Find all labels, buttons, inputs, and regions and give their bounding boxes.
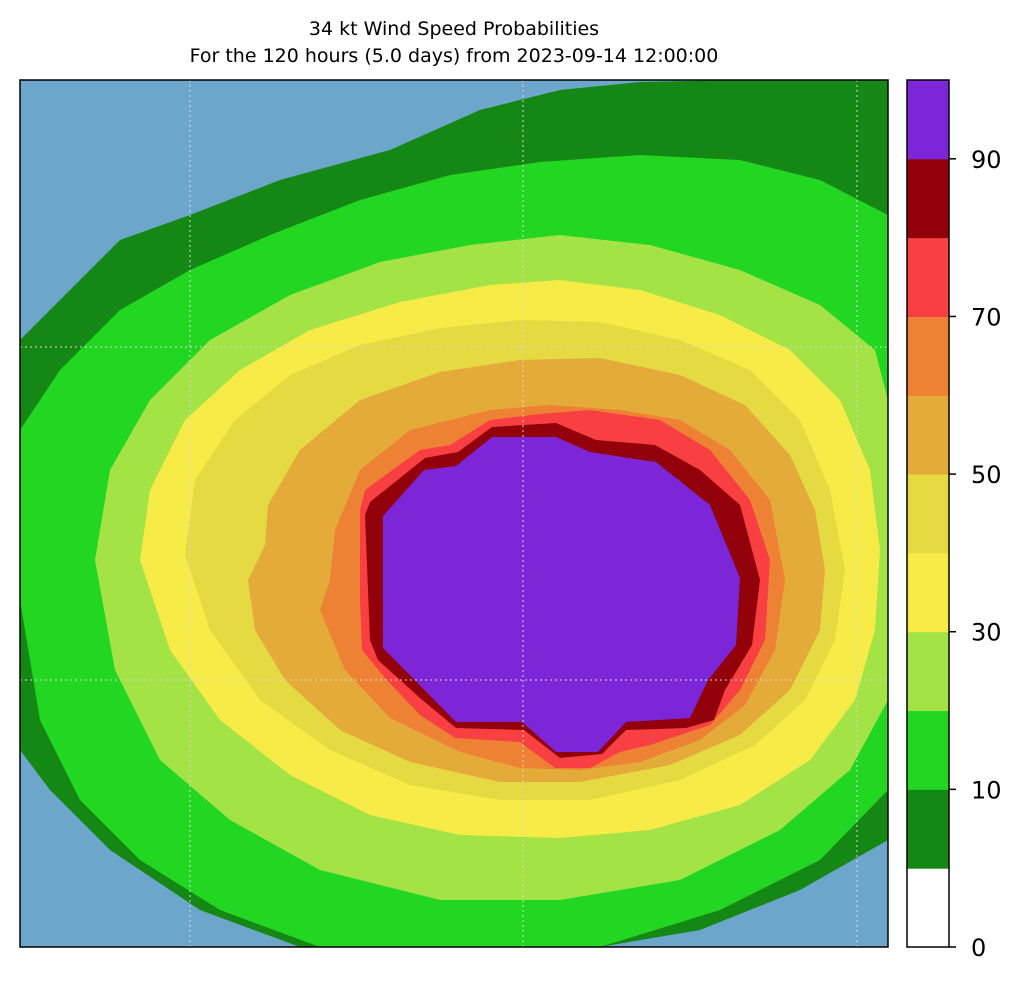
contour-band-95-100 (383, 437, 740, 752)
colorbar-tick-label-30: 30 (971, 619, 1002, 647)
plot-frame (19, 79, 889, 948)
colorbar: 0 10 30 50 70 90 (906, 79, 1002, 962)
colorbar-segment-65-75 (907, 316, 949, 396)
colorbar-segment-5-15 (907, 789, 949, 869)
colorbar-segment-25-35 (907, 631, 949, 712)
colorbar-segment-85-95 (907, 158, 949, 239)
colorbar-tick-label-10: 10 (971, 776, 1002, 804)
colorbar-segment-35-45 (907, 552, 949, 633)
colorbar-segment-75-85 (907, 237, 949, 317)
colorbar-segment-0-5 (907, 868, 949, 948)
chart-title: 34 kt Wind Speed Probabilities (308, 18, 600, 40)
plot-area (20, 80, 888, 947)
colorbar-tick-label-90: 90 (971, 146, 1002, 174)
colorbar-segment-45-55 (907, 474, 949, 554)
chart-subtitle: For the 120 hours (5.0 days) from 2023-0… (189, 45, 719, 67)
colorbar-segment-15-25 (907, 710, 949, 790)
colorbar-tick-label-50: 50 (971, 461, 1002, 489)
colorbar-segment-55-65 (907, 395, 949, 475)
colorbar-frame (906, 79, 950, 948)
colorbar-tick-label-0: 0 (971, 934, 986, 962)
colorbar-tick-label-70: 70 (971, 303, 1002, 331)
colorbar-segment-95-100 (907, 80, 949, 160)
